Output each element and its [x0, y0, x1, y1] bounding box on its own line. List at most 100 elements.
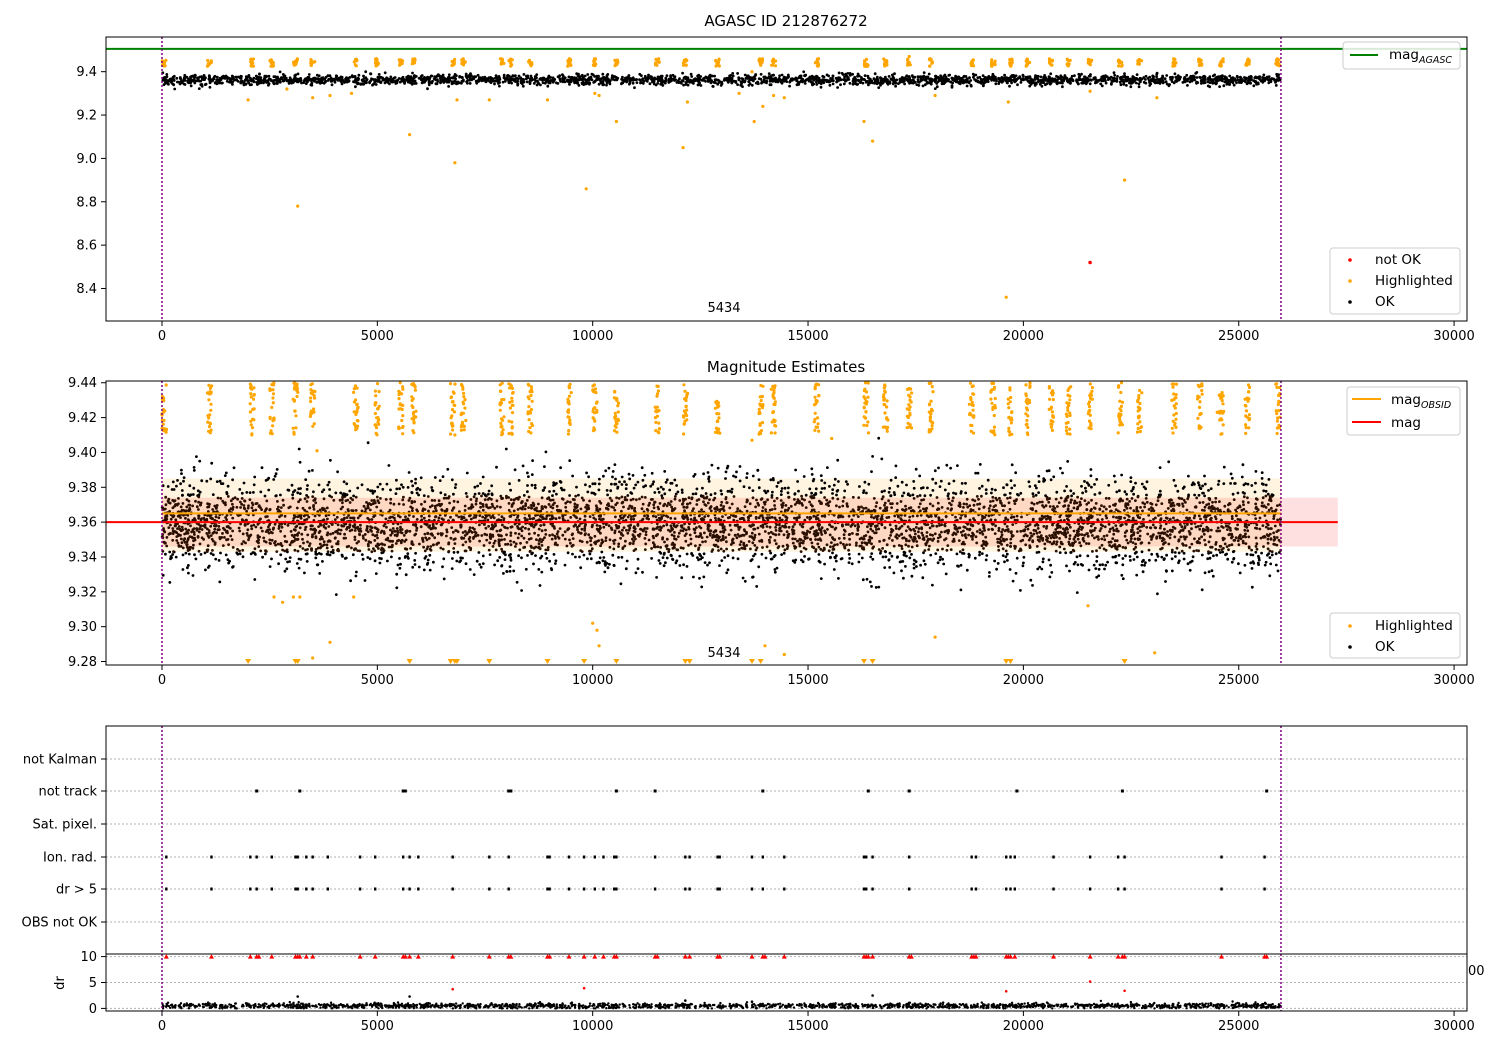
ok-point — [927, 72, 931, 76]
ok-point — [183, 76, 186, 79]
ok-point — [1272, 77, 1275, 81]
ok-point — [303, 79, 307, 83]
ok-point — [531, 78, 534, 82]
ok-point — [686, 83, 690, 87]
ok-point — [519, 541, 522, 545]
ok-point — [225, 538, 228, 542]
ok-point — [1194, 72, 1198, 75]
highlighted-point — [717, 58, 721, 62]
ok-point — [728, 74, 731, 78]
highlighted-point — [293, 60, 297, 65]
ok-point — [526, 554, 529, 557]
ok-point — [1112, 71, 1116, 75]
ok-point — [1016, 83, 1019, 87]
legend-highlighted-swatch — [1348, 279, 1352, 283]
highlighted-point — [761, 104, 765, 108]
ok-point — [543, 486, 547, 489]
ok-point — [345, 76, 348, 79]
ok-point — [654, 83, 658, 87]
highlighted-point — [907, 60, 911, 65]
ok-point — [762, 78, 766, 82]
ok-point — [590, 525, 594, 529]
ok-point — [1151, 77, 1155, 81]
ok-point — [1183, 76, 1187, 80]
ok-point — [558, 527, 562, 530]
ok-point — [754, 73, 758, 76]
ok-point — [165, 536, 169, 539]
ok-point — [877, 527, 881, 531]
ok-point — [956, 530, 960, 534]
ok-point — [575, 485, 578, 489]
ok-point — [909, 509, 913, 513]
ok-point — [503, 77, 507, 81]
ok-point — [1073, 74, 1076, 78]
ok-point — [779, 479, 783, 483]
ok-point — [774, 542, 778, 546]
ok-point — [631, 81, 635, 85]
ok-point — [281, 78, 285, 82]
ok-point — [926, 486, 929, 490]
ok-point — [980, 484, 984, 488]
ok-point — [714, 78, 717, 82]
ok-point — [347, 79, 351, 83]
ok-point — [943, 488, 947, 492]
ok-point — [225, 79, 229, 83]
ok-point — [513, 80, 517, 83]
ok-point — [719, 489, 723, 493]
ok-point — [752, 75, 756, 79]
ok-point — [430, 499, 434, 502]
ok-point — [300, 532, 304, 536]
ok-point — [1181, 81, 1185, 84]
ok-point — [260, 79, 263, 83]
ok-point — [447, 85, 450, 88]
highlighted-point — [681, 146, 685, 150]
ok-point — [325, 546, 329, 550]
ok-point — [984, 535, 988, 539]
ok-point — [680, 488, 684, 492]
highlighted-point — [374, 64, 378, 68]
ok-point — [366, 488, 370, 491]
ok-point — [1190, 542, 1194, 546]
highlighted-point — [907, 54, 911, 59]
panel-agasc-legend-top: magAGASC — [1342, 41, 1461, 70]
ok-point — [241, 548, 245, 552]
ok-point — [339, 75, 343, 79]
ok-point — [819, 85, 823, 89]
ok-point — [240, 497, 244, 500]
ok-point — [315, 73, 319, 77]
ok-point — [1155, 73, 1159, 76]
ok-point — [905, 74, 909, 78]
ok-point — [1113, 73, 1117, 77]
ok-point — [842, 82, 846, 86]
ok-point — [278, 78, 282, 81]
ok-point — [640, 466, 644, 470]
ok-point — [724, 78, 728, 82]
ok-point — [848, 72, 852, 75]
ok-point — [1262, 73, 1266, 77]
ok-point — [707, 480, 711, 483]
ok-point — [1166, 507, 1170, 510]
ok-point — [1112, 532, 1116, 536]
ok-point — [1157, 78, 1161, 81]
ok-point — [1097, 538, 1100, 541]
ok-point — [697, 80, 701, 83]
ok-point — [766, 498, 769, 502]
ok-point — [1138, 534, 1142, 538]
ok-point — [278, 70, 282, 74]
ok-point — [220, 75, 224, 79]
ok-point — [1061, 471, 1064, 475]
ok-point — [647, 76, 651, 80]
ok-point — [791, 525, 795, 529]
ok-point — [204, 568, 207, 572]
highlighted-point — [376, 62, 380, 66]
ok-point — [523, 516, 527, 520]
ok-point — [533, 531, 536, 535]
ok-point — [1140, 482, 1144, 486]
ok-point — [282, 503, 285, 507]
ok-point — [218, 580, 222, 584]
ok-point — [1158, 466, 1162, 469]
ok-point — [359, 83, 363, 86]
ok-point — [1154, 558, 1158, 562]
panel-agasc-xtick-label: 25000 — [1218, 329, 1259, 344]
ok-point — [577, 72, 580, 76]
